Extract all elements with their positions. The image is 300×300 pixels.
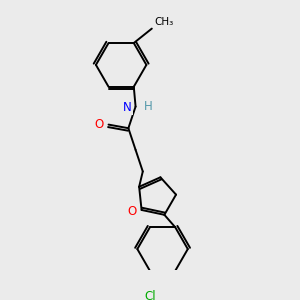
- Text: O: O: [95, 118, 104, 131]
- Text: Cl: Cl: [144, 290, 156, 300]
- Text: H: H: [144, 100, 152, 113]
- Text: CH₃: CH₃: [154, 17, 174, 27]
- Text: N: N: [123, 101, 132, 114]
- Text: O: O: [128, 205, 137, 218]
